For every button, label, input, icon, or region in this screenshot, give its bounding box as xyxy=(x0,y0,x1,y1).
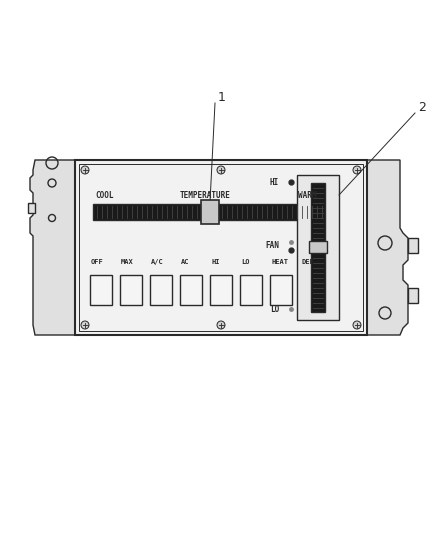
Bar xyxy=(270,275,292,305)
Text: AC: AC xyxy=(181,259,190,265)
Text: A/C: A/C xyxy=(151,259,164,265)
Text: DEF: DEF xyxy=(301,259,314,265)
Circle shape xyxy=(353,321,361,329)
Circle shape xyxy=(81,166,89,174)
Bar xyxy=(120,275,142,305)
Text: 2: 2 xyxy=(418,101,426,114)
Bar xyxy=(79,164,363,331)
Text: FAN: FAN xyxy=(265,241,279,250)
Bar xyxy=(201,200,219,224)
Bar xyxy=(300,275,322,305)
Bar xyxy=(180,275,202,305)
Bar xyxy=(93,204,328,220)
Text: TEMPERATURE: TEMPERATURE xyxy=(180,191,231,200)
Text: OFF: OFF xyxy=(91,259,104,265)
Bar xyxy=(408,288,418,303)
Text: HI: HI xyxy=(270,178,279,187)
Text: LO: LO xyxy=(270,305,279,314)
Bar xyxy=(75,160,367,335)
Circle shape xyxy=(217,321,225,329)
Bar xyxy=(240,275,262,305)
Bar xyxy=(150,275,172,305)
Text: COOL: COOL xyxy=(95,191,113,200)
Bar xyxy=(408,238,418,253)
Text: HEAT: HEAT xyxy=(271,259,288,265)
Text: MAX: MAX xyxy=(121,259,134,265)
Text: WARM: WARM xyxy=(298,191,317,200)
Bar xyxy=(311,183,325,312)
Polygon shape xyxy=(30,160,75,335)
Text: HI: HI xyxy=(211,259,219,265)
Text: LO: LO xyxy=(241,259,250,265)
Text: 1: 1 xyxy=(218,91,226,104)
Bar xyxy=(210,275,232,305)
Bar xyxy=(297,175,339,320)
Bar xyxy=(28,203,35,213)
Bar xyxy=(90,275,112,305)
Bar xyxy=(309,241,327,253)
Circle shape xyxy=(353,166,361,174)
Circle shape xyxy=(217,166,225,174)
Polygon shape xyxy=(367,160,408,335)
Circle shape xyxy=(81,321,89,329)
